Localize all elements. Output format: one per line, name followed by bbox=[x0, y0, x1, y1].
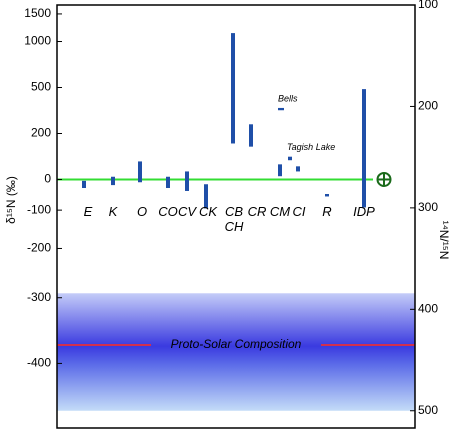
category-label: CK bbox=[198, 204, 218, 219]
range-bar bbox=[138, 161, 142, 183]
range-bar bbox=[82, 180, 86, 189]
category-label: K bbox=[108, 204, 118, 219]
y-tick-label: 1000 bbox=[24, 34, 51, 48]
y-tick-label: 1500 bbox=[24, 6, 51, 20]
y2-axis-label: ¹⁴N/¹⁵N bbox=[437, 221, 450, 260]
range-bar bbox=[185, 171, 189, 191]
y-tick-label: -300 bbox=[27, 290, 51, 304]
annotation: Tagish Lake bbox=[287, 142, 335, 152]
range-bar bbox=[278, 107, 284, 111]
y-tick-label: -200 bbox=[27, 241, 51, 255]
category-label: CB CH bbox=[224, 204, 244, 234]
y-tick-label: -400 bbox=[27, 356, 51, 370]
proto-solar-band bbox=[57, 293, 415, 411]
category-label: R bbox=[322, 204, 332, 219]
range-bar bbox=[204, 184, 208, 209]
proto-solar-label: Proto-Solar Composition bbox=[171, 337, 302, 351]
plot-frame bbox=[56, 4, 416, 429]
category-label: O bbox=[136, 204, 148, 219]
annotation: Bells bbox=[278, 93, 298, 103]
y2-tick-label: 400 bbox=[418, 301, 438, 315]
category-label: E bbox=[83, 204, 93, 219]
y2-tick-label: 300 bbox=[418, 200, 438, 214]
y-tick-label: 200 bbox=[31, 126, 51, 140]
range-bar bbox=[231, 33, 235, 144]
category-label: CV bbox=[177, 204, 197, 219]
range-bar bbox=[278, 164, 282, 177]
category-label: CM bbox=[269, 204, 291, 219]
y-tick-label: 0 bbox=[44, 172, 51, 186]
category-label: CR bbox=[247, 204, 267, 219]
y2-tick-label: 500 bbox=[418, 403, 438, 417]
category-label: CI bbox=[292, 204, 306, 219]
range-bar bbox=[362, 89, 366, 208]
range-bar bbox=[166, 176, 170, 189]
range-bar bbox=[111, 176, 115, 186]
range-bar bbox=[288, 156, 292, 161]
y-tick-label: 500 bbox=[31, 80, 51, 94]
y2-tick-label: 100 bbox=[418, 0, 438, 11]
range-bar bbox=[296, 166, 300, 172]
y2-tick-label: 200 bbox=[418, 99, 438, 113]
y-tick-label: -100 bbox=[27, 202, 51, 216]
range-bar bbox=[325, 193, 329, 197]
category-label: IDP bbox=[353, 204, 375, 219]
range-bar bbox=[249, 124, 253, 147]
category-label: CO bbox=[158, 204, 178, 219]
y-axis-label: δ¹⁵N (‰) bbox=[4, 176, 18, 224]
